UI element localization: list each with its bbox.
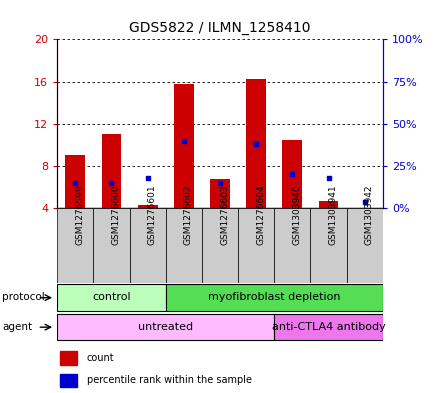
Bar bbox=[57, 285, 166, 311]
Text: control: control bbox=[92, 292, 131, 302]
Text: GSM1276599: GSM1276599 bbox=[75, 184, 84, 244]
Text: myofibroblast depletion: myofibroblast depletion bbox=[208, 292, 341, 302]
Bar bbox=[274, 314, 383, 340]
Bar bbox=[202, 208, 238, 283]
Text: protocol: protocol bbox=[2, 292, 45, 302]
Bar bbox=[93, 208, 129, 283]
Text: GSM1303940: GSM1303940 bbox=[292, 184, 301, 244]
Bar bbox=[274, 208, 311, 283]
Bar bbox=[129, 208, 166, 283]
Bar bbox=[246, 79, 266, 208]
Text: GSM1303941: GSM1303941 bbox=[329, 184, 337, 244]
Text: GSM1276602: GSM1276602 bbox=[184, 184, 193, 244]
Bar bbox=[347, 208, 383, 283]
Text: count: count bbox=[87, 353, 114, 363]
Bar bbox=[238, 208, 274, 283]
Bar bbox=[282, 140, 302, 208]
Bar bbox=[311, 208, 347, 283]
Point bbox=[361, 198, 368, 205]
Point bbox=[108, 180, 115, 186]
Point bbox=[289, 171, 296, 178]
Bar bbox=[60, 374, 77, 387]
Bar bbox=[319, 201, 338, 208]
Bar bbox=[210, 179, 230, 208]
Bar bbox=[138, 205, 158, 208]
Text: GSM1276600: GSM1276600 bbox=[111, 184, 121, 244]
Text: untreated: untreated bbox=[138, 321, 193, 332]
Bar bbox=[57, 314, 274, 340]
Text: GSM1303942: GSM1303942 bbox=[365, 184, 374, 244]
Text: GSM1276601: GSM1276601 bbox=[148, 184, 157, 244]
Bar bbox=[66, 156, 85, 208]
Bar bbox=[57, 208, 93, 283]
Bar bbox=[60, 351, 77, 365]
Point bbox=[253, 141, 260, 147]
Text: percentile rank within the sample: percentile rank within the sample bbox=[87, 375, 252, 385]
Bar bbox=[166, 208, 202, 283]
Text: GSM1276603: GSM1276603 bbox=[220, 184, 229, 244]
Text: anti-CTLA4 antibody: anti-CTLA4 antibody bbox=[271, 321, 385, 332]
Point bbox=[216, 180, 224, 186]
Point bbox=[325, 175, 332, 181]
Text: agent: agent bbox=[2, 321, 32, 332]
Point bbox=[144, 175, 151, 181]
Bar bbox=[102, 134, 121, 208]
Text: GSM1276604: GSM1276604 bbox=[256, 184, 265, 244]
Title: GDS5822 / ILMN_1258410: GDS5822 / ILMN_1258410 bbox=[129, 22, 311, 35]
Point bbox=[180, 138, 187, 144]
Bar bbox=[174, 84, 194, 208]
Bar bbox=[166, 285, 383, 311]
Point bbox=[72, 180, 79, 186]
